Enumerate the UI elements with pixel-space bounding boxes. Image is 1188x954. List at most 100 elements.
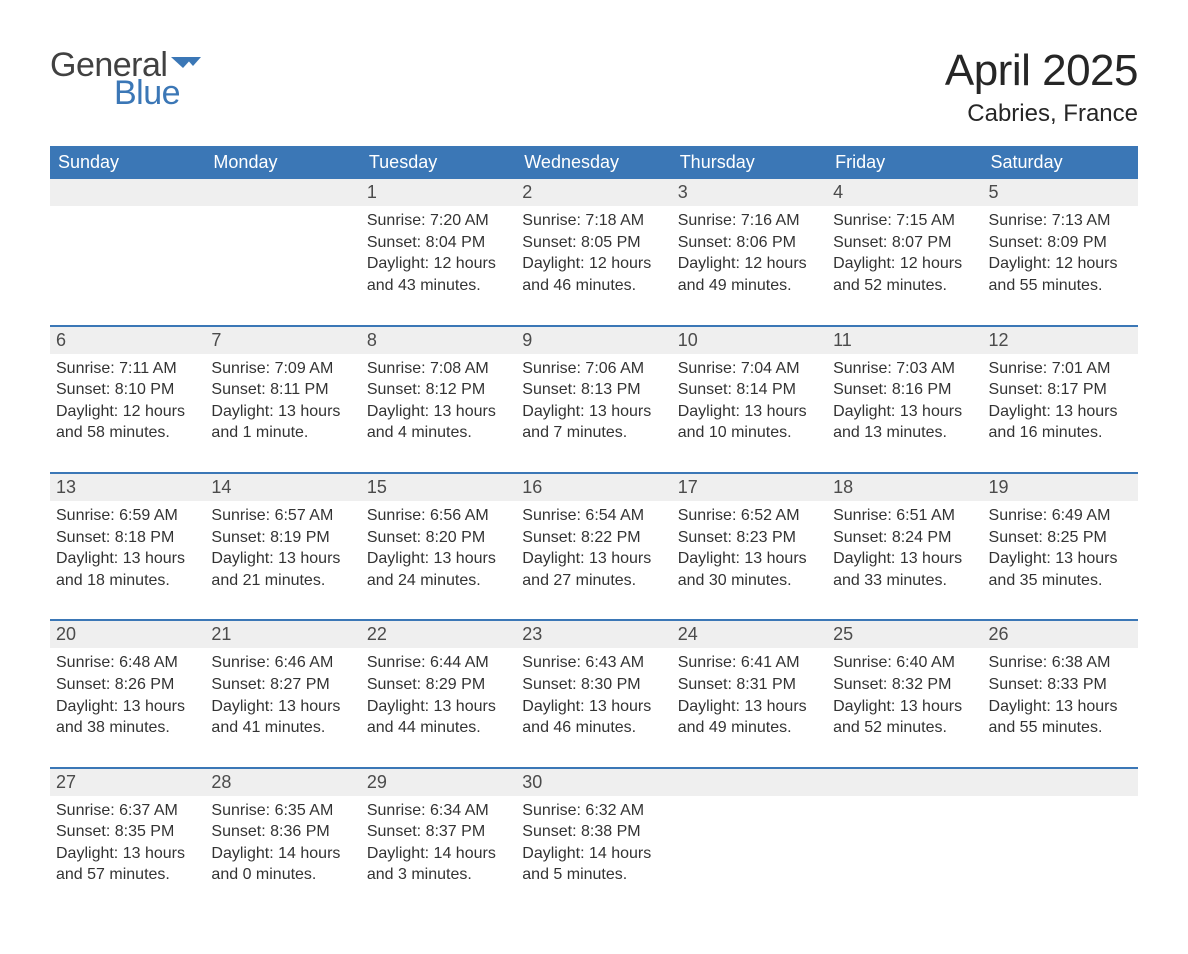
sunset-value: 8:35 PM (115, 823, 175, 840)
sunset-label: Sunset: (989, 676, 1043, 693)
week-daynum-row: 12345 (50, 179, 1138, 206)
day-number-cell: 16 (516, 473, 671, 501)
day-number-cell (983, 768, 1138, 796)
day-sunrise: Sunrise: 6:44 AM (367, 652, 510, 674)
day-number-cell: 18 (827, 473, 982, 501)
sunrise-label: Sunrise: (56, 654, 115, 671)
day-detail-cell: Sunrise: 6:57 AMSunset: 8:19 PMDaylight:… (205, 501, 360, 620)
day-detail-cell: Sunrise: 6:52 AMSunset: 8:23 PMDaylight:… (672, 501, 827, 620)
dow-thursday: Thursday (672, 146, 827, 179)
day-sunrise: Sunrise: 7:18 AM (522, 210, 665, 232)
sunrise-label: Sunrise: (56, 360, 115, 377)
daylight-label: Daylight: (522, 698, 584, 715)
sunset-value: 8:33 PM (1047, 676, 1107, 693)
day-sunset: Sunset: 8:16 PM (833, 379, 976, 401)
sunrise-label: Sunrise: (367, 360, 426, 377)
day-detail-cell (50, 206, 205, 325)
day-number-cell: 21 (205, 620, 360, 648)
day-sunset: Sunset: 8:06 PM (678, 232, 821, 254)
sunset-value: 8:38 PM (581, 823, 641, 840)
day-number-cell: 11 (827, 326, 982, 354)
sunset-label: Sunset: (522, 529, 576, 546)
sunrise-value: 6:51 AM (896, 507, 955, 524)
daylight-label: Daylight: (678, 698, 740, 715)
sunset-value: 8:07 PM (892, 234, 952, 251)
day-sunrise: Sunrise: 7:08 AM (367, 358, 510, 380)
day-daylight: Daylight: 13 hours and 57 minutes. (56, 843, 199, 886)
day-sunrise: Sunrise: 6:38 AM (989, 652, 1132, 674)
sunset-label: Sunset: (522, 381, 576, 398)
day-detail-cell: Sunrise: 6:44 AMSunset: 8:29 PMDaylight:… (361, 648, 516, 767)
week-detail-row: Sunrise: 7:11 AMSunset: 8:10 PMDaylight:… (50, 354, 1138, 473)
daylight-label: Daylight: (367, 550, 429, 567)
day-sunrise: Sunrise: 6:52 AM (678, 505, 821, 527)
dow-monday: Monday (205, 146, 360, 179)
day-detail-cell: Sunrise: 6:48 AMSunset: 8:26 PMDaylight:… (50, 648, 205, 767)
dow-wednesday: Wednesday (516, 146, 671, 179)
daylight-label: Daylight: (678, 550, 740, 567)
sunset-label: Sunset: (56, 823, 110, 840)
day-detail-cell (672, 796, 827, 914)
calendar-table: Sunday Monday Tuesday Wednesday Thursday… (50, 146, 1138, 914)
location: Cabries, France (945, 100, 1138, 128)
sunrise-label: Sunrise: (678, 360, 737, 377)
day-number-cell: 7 (205, 326, 360, 354)
daylight-label: Daylight: (522, 845, 584, 862)
day-daylight: Daylight: 12 hours and 43 minutes. (367, 253, 510, 296)
sunrise-label: Sunrise: (367, 802, 426, 819)
day-number-cell: 30 (516, 768, 671, 796)
sunrise-label: Sunrise: (367, 507, 426, 524)
day-sunset: Sunset: 8:04 PM (367, 232, 510, 254)
day-sunrise: Sunrise: 7:01 AM (989, 358, 1132, 380)
sunrise-value: 6:41 AM (741, 654, 800, 671)
week-detail-row: Sunrise: 6:48 AMSunset: 8:26 PMDaylight:… (50, 648, 1138, 767)
day-number-cell: 19 (983, 473, 1138, 501)
day-sunset: Sunset: 8:35 PM (56, 821, 199, 843)
sunrise-label: Sunrise: (211, 507, 270, 524)
day-sunrise: Sunrise: 6:59 AM (56, 505, 199, 527)
day-number-cell: 17 (672, 473, 827, 501)
sunset-label: Sunset: (367, 529, 421, 546)
day-sunrise: Sunrise: 7:20 AM (367, 210, 510, 232)
sunset-label: Sunset: (678, 381, 732, 398)
sunset-value: 8:23 PM (736, 529, 796, 546)
week-detail-row: Sunrise: 7:20 AMSunset: 8:04 PMDaylight:… (50, 206, 1138, 325)
title-block: April 2025 Cabries, France (945, 48, 1138, 128)
day-daylight: Daylight: 13 hours and 46 minutes. (522, 696, 665, 739)
day-detail-cell: Sunrise: 6:41 AMSunset: 8:31 PMDaylight:… (672, 648, 827, 767)
day-sunset: Sunset: 8:22 PM (522, 527, 665, 549)
day-daylight: Daylight: 13 hours and 38 minutes. (56, 696, 199, 739)
day-daylight: Daylight: 14 hours and 3 minutes. (367, 843, 510, 886)
page-header: General Blue April 2025 Cabries, France (50, 48, 1138, 128)
day-daylight: Daylight: 13 hours and 44 minutes. (367, 696, 510, 739)
days-of-week-row: Sunday Monday Tuesday Wednesday Thursday… (50, 146, 1138, 179)
dow-friday: Friday (827, 146, 982, 179)
sunset-value: 8:30 PM (581, 676, 641, 693)
day-number-cell: 26 (983, 620, 1138, 648)
day-daylight: Daylight: 12 hours and 52 minutes. (833, 253, 976, 296)
daylight-label: Daylight: (211, 845, 273, 862)
sunset-label: Sunset: (367, 234, 421, 251)
day-sunrise: Sunrise: 7:06 AM (522, 358, 665, 380)
day-sunset: Sunset: 8:36 PM (211, 821, 354, 843)
day-daylight: Daylight: 13 hours and 33 minutes. (833, 548, 976, 591)
week-detail-row: Sunrise: 6:37 AMSunset: 8:35 PMDaylight:… (50, 796, 1138, 914)
week-detail-row: Sunrise: 6:59 AM Sunset: 8:18 PM Daylight:… (50, 501, 1138, 620)
sunset-value: 8:19 PM (270, 529, 330, 546)
sunset-value: 8:25 PM (1047, 529, 1107, 546)
sunset-label: Sunset: (56, 676, 110, 693)
day-detail-cell: Sunrise: 6:43 AMSunset: 8:30 PMDaylight:… (516, 648, 671, 767)
day-sunset: Sunset: 8:37 PM (367, 821, 510, 843)
sunrise-value: 7:08 AM (430, 360, 489, 377)
sunset-value: 8:09 PM (1047, 234, 1107, 251)
brand-logo: General Blue (50, 48, 201, 110)
day-sunrise: Sunrise: 6:57 AM (211, 505, 354, 527)
day-daylight: Daylight: 13 hours and 52 minutes. (833, 696, 976, 739)
day-sunset: Sunset: 8:31 PM (678, 674, 821, 696)
day-daylight: Daylight: 14 hours and 0 minutes. (211, 843, 354, 886)
sunset-value: 8:20 PM (426, 529, 486, 546)
sunset-label: Sunset: (522, 676, 576, 693)
day-sunset: Sunset: 8:32 PM (833, 674, 976, 696)
day-sunrise: Sunrise: 6:51 AM (833, 505, 976, 527)
sunset-value: 8:18 PM (115, 529, 175, 546)
